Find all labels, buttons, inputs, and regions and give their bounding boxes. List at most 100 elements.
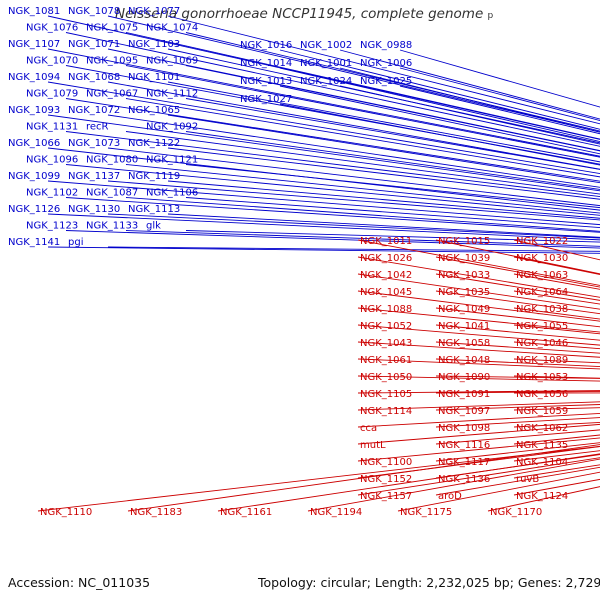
forward_genes-label: NGK_1103 (128, 39, 180, 50)
reverse_genes-leader (217, 453, 600, 512)
forward_genes-leader (125, 65, 600, 158)
reverse_genes-leader (435, 417, 600, 428)
forward_genes-leader (125, 32, 600, 140)
forward_genes-label: NGK_1122 (128, 138, 180, 149)
forward_genes-label: NGK_1106 (146, 188, 198, 199)
reverse_genes-label: aroD (438, 491, 462, 502)
forward_genes-label: NGK_1093 (8, 105, 60, 116)
forward_genes-label: NGK_1066 (8, 138, 60, 149)
forward_genes-leader (279, 67, 600, 143)
reverse_genes-label: NGK_1063 (516, 270, 568, 281)
forward_genes-label: NGK_1075 (86, 23, 138, 34)
forward_genes-label: NGK_1076 (26, 23, 78, 34)
forward_genes-leader (125, 230, 600, 247)
reverse_genes-leader (357, 341, 600, 358)
forward_genes-leader (279, 49, 600, 130)
forward_genes-leader (107, 81, 600, 170)
forward_genes-leader (107, 15, 600, 133)
reverse_genes-leader (435, 442, 600, 462)
forward_genes-leader (185, 32, 600, 132)
reverse_genes-leader (435, 341, 600, 354)
reverse_genes-leader (357, 273, 600, 310)
accession-text: Accession: NC_011035 (8, 575, 151, 590)
reverse_genes-leader (127, 444, 600, 512)
forward_genes-label: NGK_1002 (300, 40, 352, 51)
forward_genes-leader (65, 131, 600, 198)
forward_genes-label: NGK_1101 (128, 72, 180, 83)
reverse_genes-label: NGK_1100 (360, 457, 412, 468)
forward_genes-label: NGK_1001 (300, 58, 352, 69)
forward_genes-leader (65, 164, 600, 216)
reverse_genes-leader (357, 457, 600, 496)
forward_genes-leader (399, 67, 600, 122)
map-title-text: Neisseria gonorrhoeae NCCP11945, complet… (115, 6, 484, 22)
forward_genes-label: NGK_1081 (8, 6, 60, 17)
reverse_genes-leader (357, 256, 600, 298)
forward_genes-label: NGK_1137 (68, 171, 120, 182)
forward_genes-label: NGK_1077 (128, 6, 180, 17)
reverse_genes-label: NGK_1030 (516, 253, 568, 264)
reverse_genes-leader (357, 307, 600, 333)
reverse_genes-label: NGK_1061 (360, 355, 412, 366)
forward_genes-leader (125, 131, 600, 195)
reverse_genes-leader (435, 375, 600, 379)
reverse_genes-label: NGK_1042 (360, 270, 412, 281)
forward_genes-label: NGK_1123 (26, 221, 78, 232)
forward_genes-leader (65, 230, 600, 249)
forward_genes-leader (167, 114, 600, 184)
forward_genes-leader (167, 213, 600, 238)
forward_genes-label: NGK_1133 (86, 221, 138, 232)
reverse_genes-label: NGK_1056 (516, 389, 568, 400)
topology-text: Topology: circular; Length: 2,232,025 bp… (258, 575, 600, 590)
forward_genes-label: NGK_1069 (146, 56, 198, 67)
forward_genes-label: NGK_1141 (8, 237, 60, 248)
forward_genes-label: NGK_1094 (8, 72, 60, 83)
reverse_genes-label: NGK_1175 (400, 507, 452, 518)
forward_genes-label: recR (86, 122, 109, 133)
forward_genes-leader (125, 197, 600, 232)
forward_genes-label: NGK_1024 (300, 76, 352, 87)
reverse_genes-label: NGK_1089 (516, 355, 568, 366)
reverse_genes-leader (435, 391, 600, 394)
forward_genes-leader (65, 32, 600, 147)
forward_genes-label: NGK_1068 (68, 72, 120, 83)
reverse_genes-leader (357, 390, 600, 394)
forward_genes-label: NGK_1074 (146, 23, 198, 34)
reverse_genes-leader (307, 458, 600, 512)
reverse_genes-label: NGK_1136 (438, 474, 490, 485)
forward_genes-label: NGK_1130 (68, 204, 120, 215)
forward_genes-label: NGK_1112 (146, 89, 198, 100)
forward_genes-leader (185, 98, 600, 170)
map-title: Neisseria gonorrhoeae NCCP11945, complet… (115, 6, 493, 22)
reverse_genes-label: NGK_1157 (360, 491, 412, 502)
forward_genes-leader (125, 164, 600, 214)
reverse_genes-label: NGK_1052 (360, 321, 412, 332)
forward_genes-label: NGK_1092 (146, 122, 198, 133)
forward_genes-label: NGK_1016 (240, 40, 292, 51)
map-title-suffix: p (487, 11, 494, 21)
reverse_genes-leader (435, 290, 600, 315)
reverse_genes-leader (435, 466, 600, 496)
reverse_genes-label: NGK_1098 (438, 423, 490, 434)
forward_genes-label: NGK_1079 (26, 89, 78, 100)
reverse_genes-label: NGK_1048 (438, 355, 490, 366)
reverse_genes-leader (357, 239, 600, 286)
forward_genes-leader (399, 49, 600, 108)
reverse_genes-leader (357, 446, 600, 479)
forward_genes-label: NGK_1119 (128, 171, 180, 182)
reverse_genes-label: NGK_1026 (360, 253, 412, 264)
forward_genes-leader (279, 103, 600, 166)
reverse_genes-label: ruvB (516, 474, 539, 485)
forward_genes-leader (47, 180, 600, 226)
reverse_genes-label: NGK_1194 (310, 507, 362, 518)
forward_genes-label: NGK_1102 (26, 188, 78, 199)
forward_genes-leader (107, 147, 600, 207)
forward_genes-leader (185, 164, 600, 209)
forward_genes-label: NGK_1070 (26, 56, 78, 67)
reverse_genes-label: cca (360, 423, 377, 434)
forward_genes-leader (399, 85, 600, 135)
reverse_genes-label: NGK_1161 (220, 507, 272, 518)
reverse_genes-label: NGK_1050 (360, 372, 412, 383)
forward_genes-label: NGK_1072 (68, 105, 120, 116)
